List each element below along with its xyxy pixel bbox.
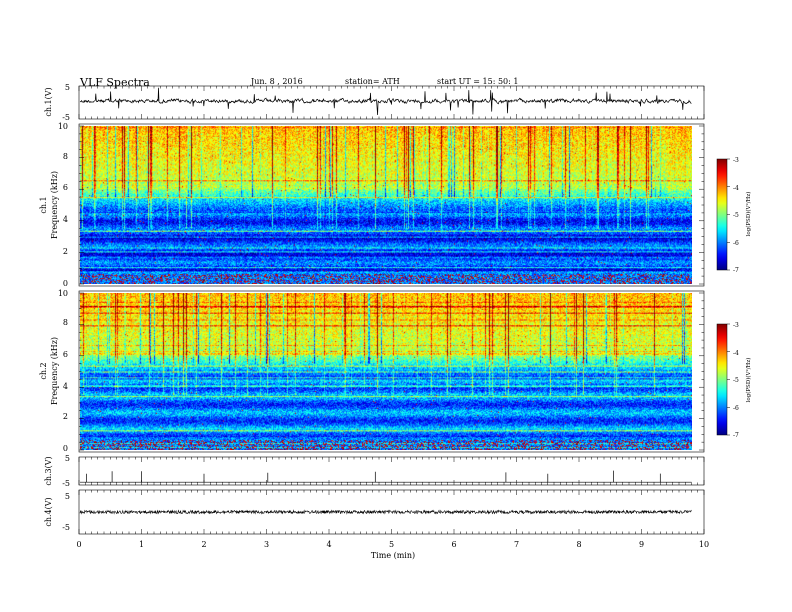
ch1-cbar-tick-m7: -7: [733, 267, 739, 274]
x-tick-label: 1: [139, 540, 144, 549]
x-tick-label: 0: [76, 540, 81, 549]
ch4-ylabel: ch.4(V): [44, 497, 53, 526]
ch2-cbar-tick-m6: -6: [733, 405, 739, 412]
ch1-ytick-top: 5: [65, 83, 70, 92]
ch1-waveform-panel: 5 -5 ch.1(V): [44, 83, 705, 122]
ch1-colorbar-gradient: [716, 158, 728, 271]
ch2-colorbar: -3 -4 -5 -6 -7 log(PSD)(V²/Hz): [716, 322, 752, 439]
x-tick-label: 4: [326, 540, 331, 549]
ch3-ytick-top: 5: [65, 454, 70, 463]
start-time-label: start UT = 15: 50: 1: [437, 77, 518, 86]
ch4-waveform-ticks: [78, 490, 705, 534]
ch2-ytick-10: 10: [58, 289, 68, 298]
ch2-ytick-6: 6: [63, 350, 68, 359]
time-axis-label: Time (min): [371, 551, 415, 560]
x-tick-label: 3: [264, 540, 269, 549]
ch1-ylabel: ch.1(V): [44, 87, 53, 116]
ch1-ytick-6: 6: [63, 183, 68, 192]
ch1-spectrogram-image: [80, 126, 692, 284]
ch1-ytick-8: 8: [63, 152, 68, 161]
ch3-waveform-ticks: [78, 457, 705, 485]
ch2-cbar-label: log(PSD)(V²/Hz): [745, 358, 752, 403]
ch4-waveform-panel: 5 -5 ch.4(V) 0 1 2 3 4 5 6 7 8 9 10 Time (min): [44, 489, 709, 560]
ch1-ytick-10: 10: [58, 122, 68, 131]
ch2-freq-ticks: [79, 292, 704, 451]
x-tick-label: 9: [639, 540, 644, 549]
ch1-cbar-tick-m3: -3: [733, 157, 739, 164]
x-tick-label: 5: [389, 540, 394, 549]
ch2-cbar-tick-m5: -5: [733, 377, 739, 384]
ch4-waveform-trace: [79, 509, 692, 515]
ch2-cbar-tick-m3: -3: [733, 322, 739, 329]
x-tick-label: 8: [576, 540, 581, 549]
ch2-ytick-0: 0: [63, 444, 68, 453]
x-tick-label: 6: [451, 540, 456, 549]
ch4-ytick-bottom: -5: [62, 523, 70, 532]
ch2-freq-label: Frequency (kHz): [50, 337, 59, 405]
ch1-colorbar: -3 -4 -5 -6 -7 log(PSD)(V²/Hz): [716, 157, 752, 274]
ch1-channel-label: ch.1: [39, 196, 48, 213]
ch1-colorbar-ticks: [727, 158, 730, 271]
ch1-cbar-label: log(PSD)(V²/Hz): [745, 192, 752, 237]
ch1-ytick-0: 0: [63, 279, 68, 288]
ch1-waveform-ticks: [78, 86, 705, 119]
x-tick-label: 10: [699, 540, 709, 549]
ch1-waveform-trace: [79, 87, 692, 116]
ch3-ylabel: ch.3(V): [44, 456, 53, 485]
station-label: station= ATH: [345, 77, 400, 86]
ch3-waveform-panel: 5 -5 ch.3(V): [44, 454, 705, 488]
ch1-spectrogram-panel: 0 2 4 6 8 10 ch.1 Frequency (kHz) -3 -4 …: [39, 122, 752, 288]
ch1-cbar-tick-m6: -6: [733, 240, 739, 247]
time-axis-tick-labels: 0 1 2 3 4 5 6 7 8 9 10: [76, 540, 709, 549]
ch2-channel-label: ch.2: [39, 362, 48, 379]
ch1-ytick-4: 4: [63, 215, 68, 224]
ch2-colorbar-ticks: [727, 323, 730, 436]
ch1-freq-label: Frequency (kHz): [50, 171, 59, 239]
ch1-cbar-tick-m4: -4: [733, 185, 739, 192]
ch1-freq-ticks: [79, 125, 704, 285]
ch2-cbar-tick-m7: -7: [733, 432, 739, 439]
x-tick-label: 7: [514, 540, 519, 549]
ch3-waveform-trace: [80, 470, 692, 483]
x-tick-label: 2: [201, 540, 206, 549]
ch2-colorbar-gradient: [716, 323, 728, 436]
ch2-ytick-8: 8: [63, 318, 68, 327]
ch1-ytick-bottom: -5: [62, 113, 70, 122]
ch2-ytick-4: 4: [63, 382, 68, 391]
ch1-ytick-2: 2: [63, 247, 68, 256]
date-label: Jun. 8 , 2016: [250, 77, 303, 86]
ch2-ytick-2: 2: [63, 412, 68, 421]
ch2-cbar-tick-m4: -4: [733, 350, 739, 357]
ch3-ytick-bottom: -5: [62, 479, 70, 488]
ch2-spectrogram-image: [80, 293, 692, 450]
ch1-cbar-tick-m5: -5: [733, 212, 739, 219]
ch2-spectrogram-panel: 0 2 4 6 8 10 ch.2 Frequency (kHz) -3 -4 …: [39, 289, 752, 453]
ch4-ytick-top: 5: [65, 492, 70, 501]
figure-title: VLF Spectra: [79, 76, 150, 89]
